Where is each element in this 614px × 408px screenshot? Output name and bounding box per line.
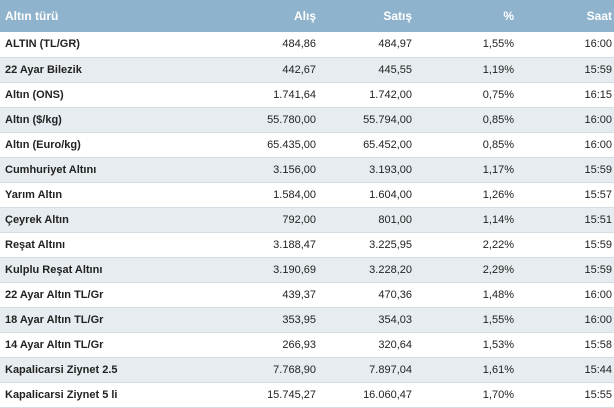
buy-price-cell: 3.156,00 [174, 157, 318, 183]
sell-price-cell: 3.193,00 [318, 157, 414, 183]
table-row: Yarım Altın 1.584,00 1.604,00 1,26% 15:57 [0, 182, 614, 208]
gold-type-cell: Kapalicarsi Ziynet 5 li [0, 382, 174, 408]
sell-price-cell: 445,55 [318, 57, 414, 83]
sell-price-cell: 16.060,47 [318, 382, 414, 408]
time-cell: 15:55 [516, 382, 614, 408]
header-time[interactable]: Saat [586, 9, 612, 23]
buy-price-cell: 1.741,64 [174, 82, 318, 108]
buy-price-cell: 65.435,00 [174, 132, 318, 158]
buy-price-cell: 266,93 [174, 332, 318, 358]
sell-price-cell: 484,97 [318, 32, 414, 58]
gold-type-cell: 22 Ayar Altın TL/Gr [0, 282, 174, 308]
sell-price-cell: 3.225,95 [318, 232, 414, 258]
sell-price-cell: 354,03 [318, 307, 414, 333]
sell-price-cell: 1.604,00 [318, 182, 414, 208]
gold-type-cell: Çeyrek Altın [0, 207, 174, 233]
gold-type-cell: Altın ($/kg) [0, 107, 174, 133]
gold-type-cell: Reşat Altını [0, 232, 174, 258]
buy-price-cell: 439,37 [174, 282, 318, 308]
sell-price-cell: 1.742,00 [318, 82, 414, 108]
buy-price-cell: 55.780,00 [174, 107, 318, 133]
change-percent-cell: 1,70% [414, 382, 516, 408]
gold-type-cell: ALTIN (TL/GR) [0, 32, 174, 58]
sell-price-cell: 65.452,00 [318, 132, 414, 158]
gold-type-cell: Altın (Euro/kg) [0, 132, 174, 158]
time-cell: 15:51 [516, 207, 614, 233]
gold-type-cell: Kapalicarsi Ziynet 2.5 [0, 357, 174, 383]
sell-price-cell: 320,64 [318, 332, 414, 358]
change-percent-cell: 1,55% [414, 32, 516, 58]
change-percent-cell: 0,85% [414, 132, 516, 158]
buy-price-cell: 442,67 [174, 57, 318, 83]
time-cell: 15:59 [516, 232, 614, 258]
time-cell: 16:00 [516, 307, 614, 333]
buy-price-cell: 484,86 [174, 32, 318, 58]
time-cell: 16:00 [516, 282, 614, 308]
change-percent-cell: 1,17% [414, 157, 516, 183]
change-percent-cell: 1,14% [414, 207, 516, 233]
time-cell: 16:00 [516, 132, 614, 158]
header-gold-type[interactable]: Altın türü [5, 9, 59, 23]
table-row: Reşat Altını 3.188,47 3.225,95 2,22% 15:59 [0, 232, 614, 258]
table-row: 14 Ayar Altın TL/Gr 266,93 320,64 1,53% 15:5… [0, 332, 614, 358]
gold-type-cell: Altın (ONS) [0, 82, 174, 108]
table-row: Kapalicarsi Ziynet 2.5 7.768,90 7.897,04 1,… [0, 357, 614, 383]
time-cell: 16:00 [516, 32, 614, 58]
sell-price-cell: 470,36 [318, 282, 414, 308]
change-percent-cell: 1,48% [414, 282, 516, 308]
sell-price-cell: 55.794,00 [318, 107, 414, 133]
time-cell: 15:57 [516, 182, 614, 208]
table-row: Altın (ONS) 1.741,64 1.742,00 0,75% 16:15 [0, 82, 614, 108]
sell-price-cell: 7.897,04 [318, 357, 414, 383]
change-percent-cell: 1,55% [414, 307, 516, 333]
gold-type-cell: 18 Ayar Altın TL/Gr [0, 307, 174, 333]
buy-price-cell: 3.190,69 [174, 257, 318, 283]
change-percent-cell: 2,22% [414, 232, 516, 258]
gold-type-cell: Cumhuriyet Altını [0, 157, 174, 183]
gold-type-cell: Yarım Altın [0, 182, 174, 208]
table-row: 22 Ayar Bilezik 442,67 445,55 1,19% 15:59 [0, 57, 614, 83]
change-percent-cell: 2,29% [414, 257, 516, 283]
buy-price-cell: 7.768,90 [174, 357, 318, 383]
header-change[interactable]: % [503, 9, 514, 23]
change-percent-cell: 1,26% [414, 182, 516, 208]
change-percent-cell: 0,75% [414, 82, 516, 108]
table-row: Altın ($/kg) 55.780,00 55.794,00 0,85% 16:00 [0, 107, 614, 133]
table-row: Çeyrek Altın 792,00 801,00 1,14% 15:51 [0, 207, 614, 233]
change-percent-cell: 1,61% [414, 357, 516, 383]
header-sell[interactable]: Satış [383, 9, 412, 23]
gold-type-cell: 14 Ayar Altın TL/Gr [0, 332, 174, 358]
time-cell: 16:15 [516, 82, 614, 108]
table-row: 22 Ayar Altın TL/Gr 439,37 470,36 1,48% 16:0… [0, 282, 614, 308]
table-row: ALTIN (TL/GR) 484,86 484,97 1,55% 16:00 [0, 32, 614, 58]
change-percent-cell: 0,85% [414, 107, 516, 133]
buy-price-cell: 15.745,27 [174, 382, 318, 408]
gold-type-cell: 22 Ayar Bilezik [0, 57, 174, 83]
buy-price-cell: 3.188,47 [174, 232, 318, 258]
header-row: Altın türü Alış Satış % Saat [0, 0, 614, 32]
table-row: Kulplu Reşat Altını 3.190,69 3.228,20 2,29%… [0, 257, 614, 283]
change-percent-cell: 1,19% [414, 57, 516, 83]
time-cell: 15:44 [516, 357, 614, 383]
change-percent-cell: 1,53% [414, 332, 516, 358]
table-body: ALTIN (TL/GR) 484,86 484,97 1,55% 16:00 22 Ay… [0, 32, 614, 408]
sell-price-cell: 801,00 [318, 207, 414, 233]
sell-price-cell: 3.228,20 [318, 257, 414, 283]
table-row: Altın (Euro/kg) 65.435,00 65.452,00 0,85% 16… [0, 132, 614, 158]
table-row: Cumhuriyet Altını 3.156,00 3.193,00 1,17% 15… [0, 157, 614, 183]
time-cell: 15:59 [516, 157, 614, 183]
time-cell: 15:59 [516, 257, 614, 283]
gold-type-cell: Kulplu Reşat Altını [0, 257, 174, 283]
time-cell: 16:00 [516, 107, 614, 133]
buy-price-cell: 792,00 [174, 207, 318, 233]
table-row: 18 Ayar Altın TL/Gr 353,95 354,03 1,55% 16:0… [0, 307, 614, 333]
table-header: Altın türü Alış Satış % Saat [0, 0, 614, 32]
header-buy[interactable]: Alış [293, 9, 316, 23]
buy-price-cell: 1.584,00 [174, 182, 318, 208]
buy-price-cell: 353,95 [174, 307, 318, 333]
time-cell: 15:59 [516, 57, 614, 83]
time-cell: 15:58 [516, 332, 614, 358]
table-row: Kapalicarsi Ziynet 5 li 15.745,27 16.060,4… [0, 382, 614, 408]
